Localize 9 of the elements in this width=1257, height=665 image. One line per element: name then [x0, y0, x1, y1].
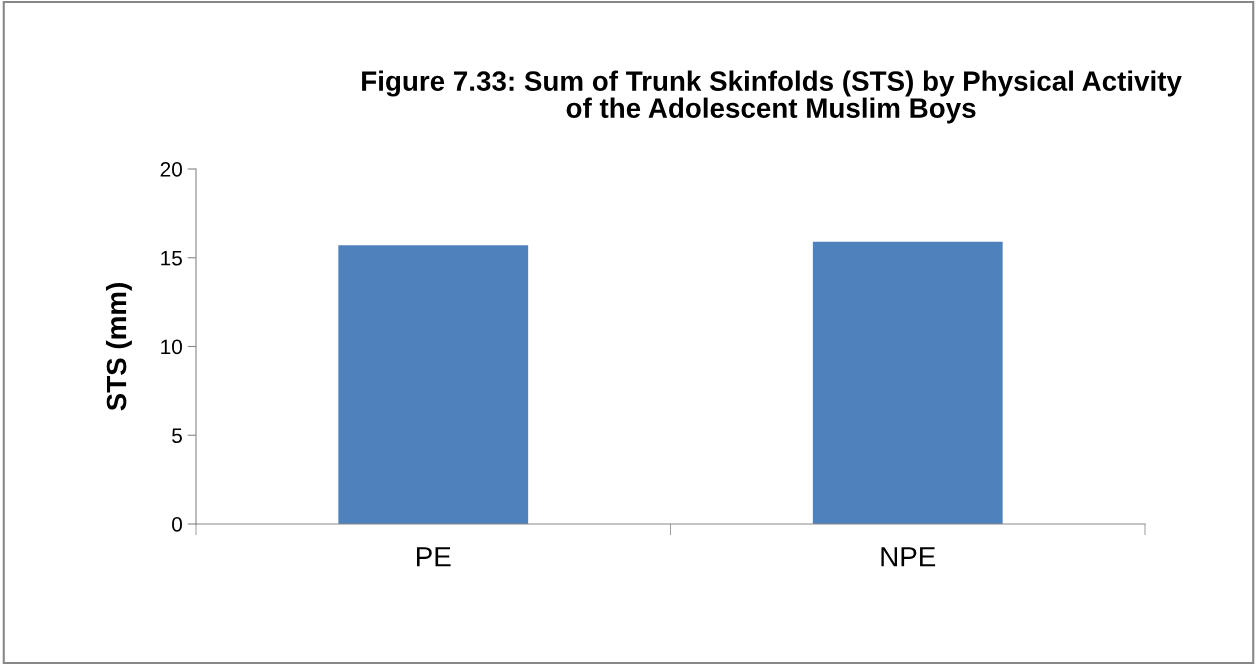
chart-title: Figure 7.33: Sum of Trunk Skinfolds (STS) by Physical Activity of the Adolescent Muslim Boys — [362, 70, 1182, 124]
x-tick-label: NPE — [881, 547, 936, 567]
x-tick-label: PE — [417, 547, 451, 567]
y-tick-label: 20 — [160, 162, 182, 177]
y-axis-title: STS (mm) — [105, 283, 132, 411]
y-tick-label: 5 — [172, 428, 182, 443]
y-tick-label: 15 — [161, 250, 182, 266]
y-tick-label: 0 — [172, 517, 182, 532]
y-tick-label: 10 — [161, 339, 182, 355]
